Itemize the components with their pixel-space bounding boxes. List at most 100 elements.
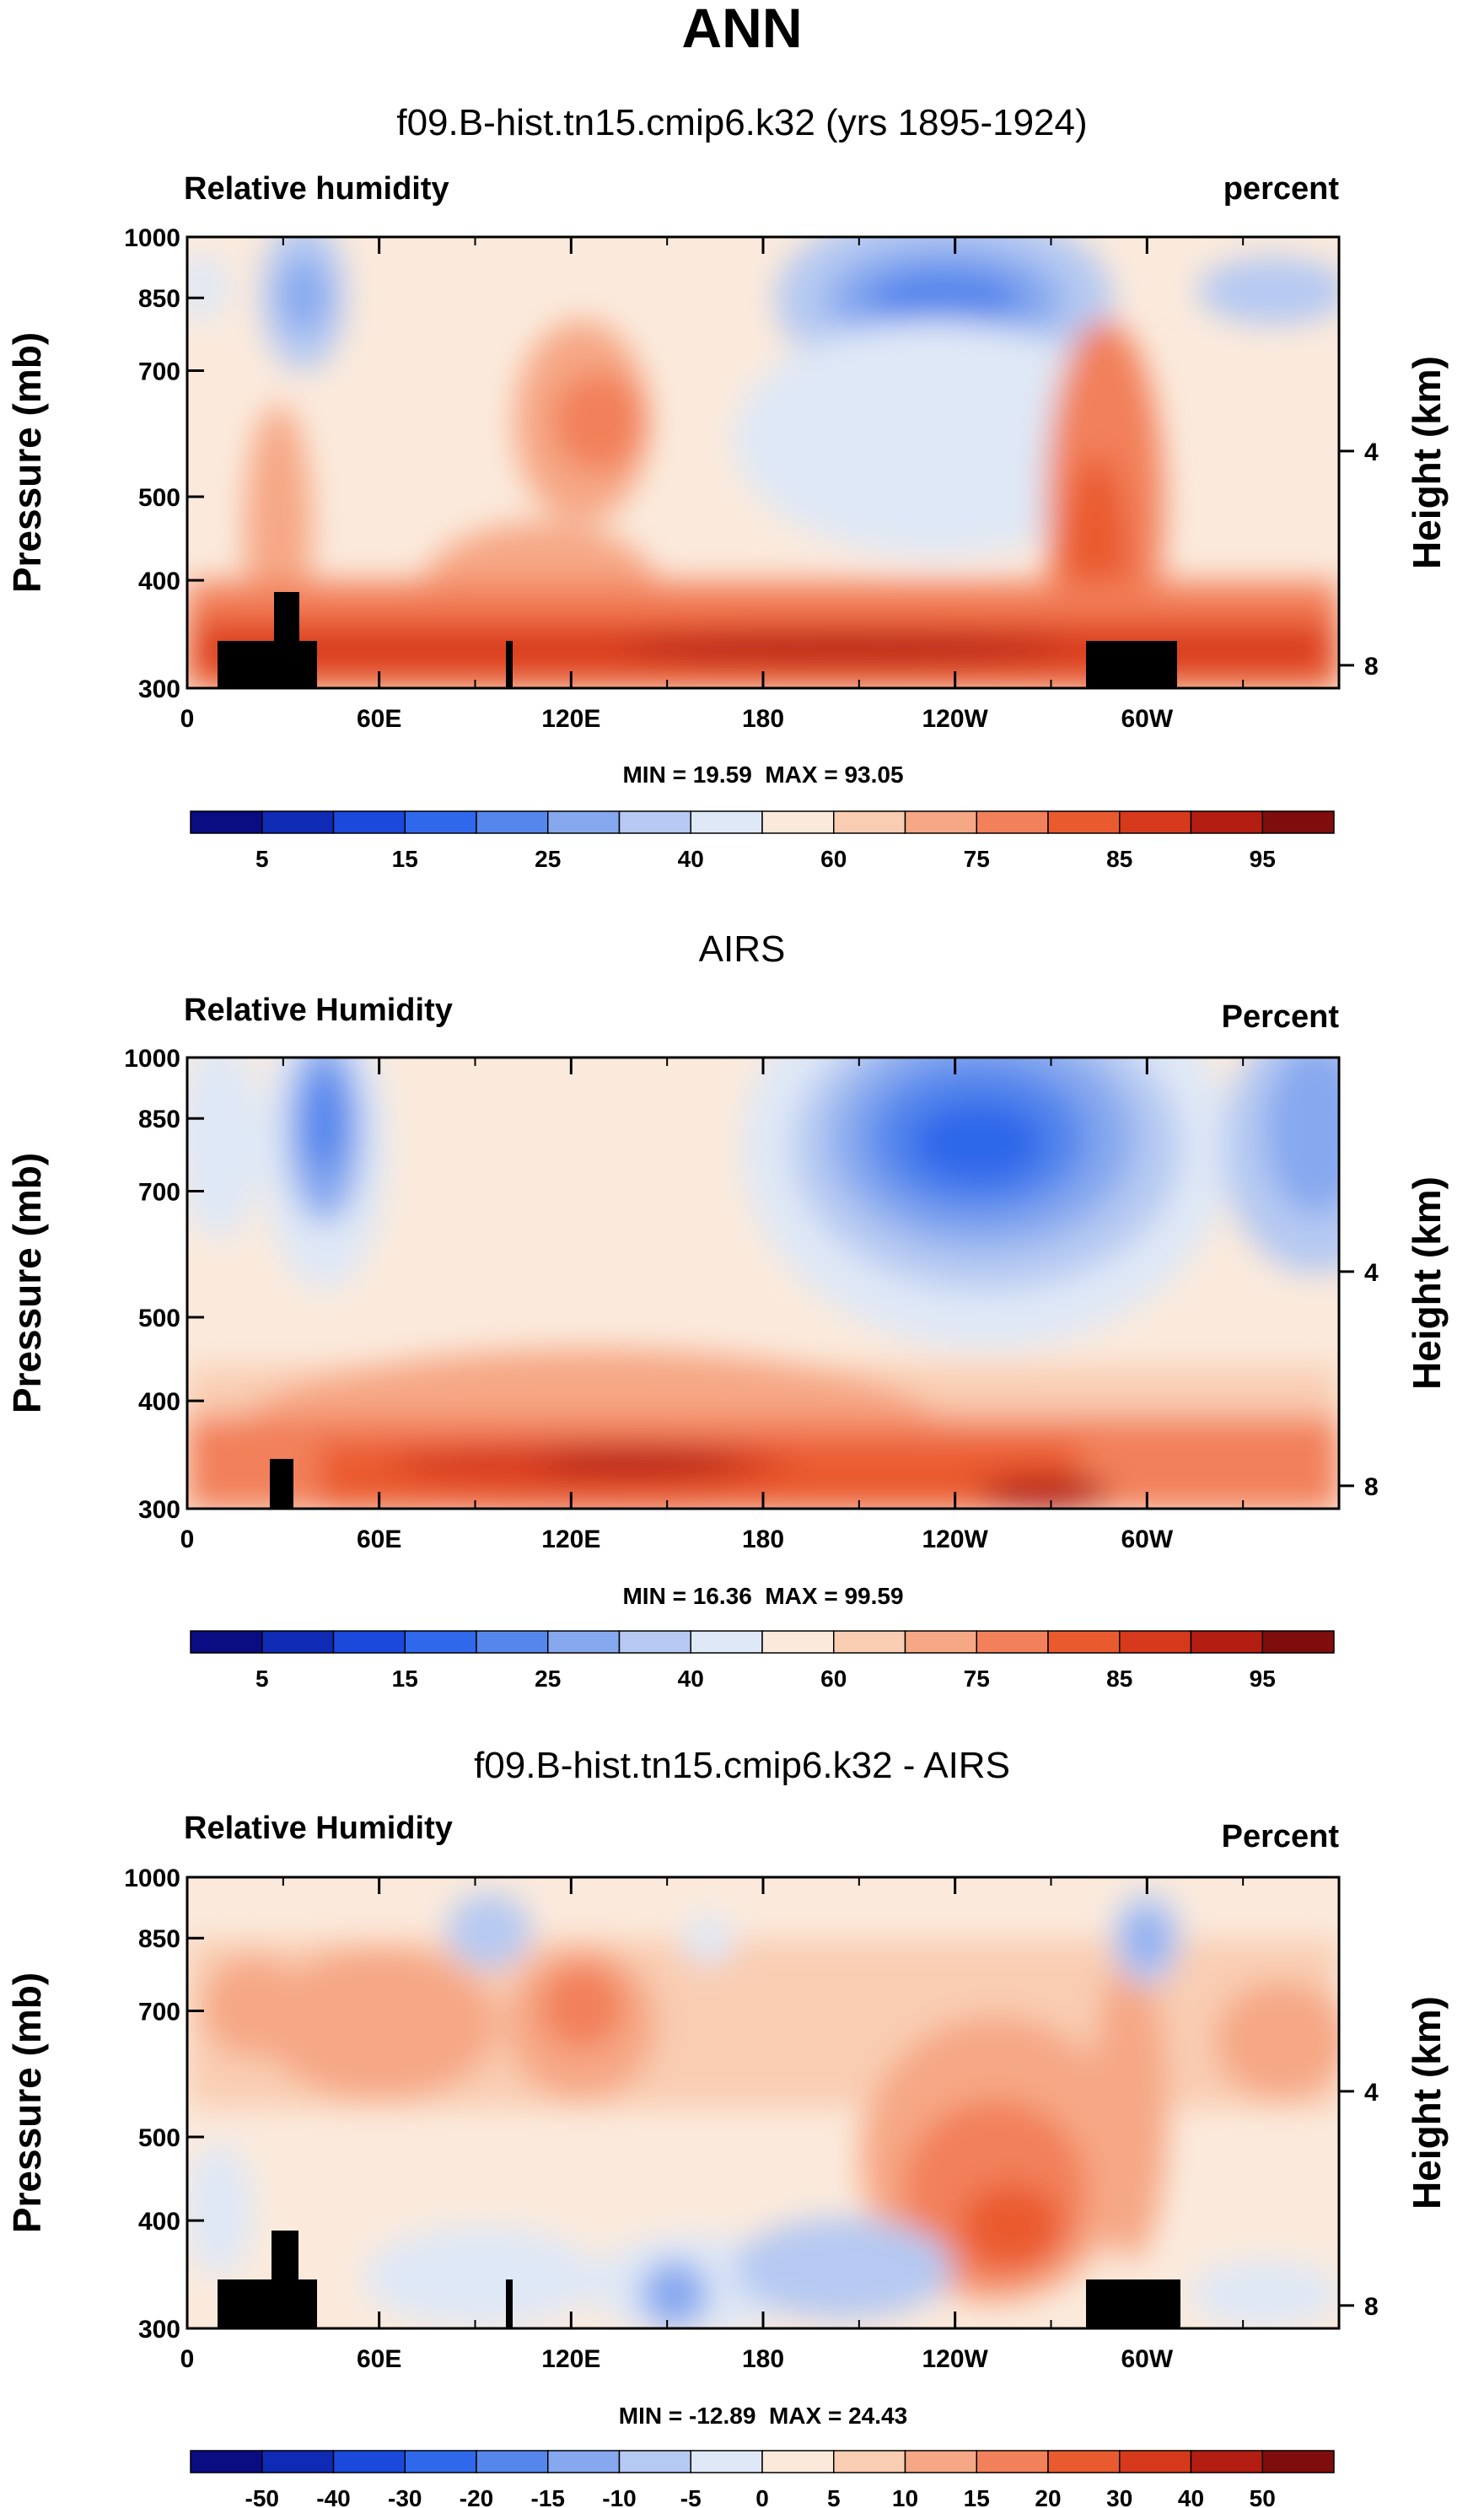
colorbar-label: 75 xyxy=(964,846,990,872)
colorbar-box xyxy=(1190,810,1263,834)
panel-1-stats: MIN = 19.59 MAX = 93.05 xyxy=(622,762,903,788)
colorbar-box xyxy=(332,2450,406,2473)
colorbar-label: -20 xyxy=(460,2485,493,2508)
colorbar-label: 50 xyxy=(1250,2485,1276,2508)
colorbar-box xyxy=(904,810,977,834)
colorbar-box xyxy=(690,810,763,834)
panel-2-colorbar: 5 15 25 40 60 75 85 95 xyxy=(190,1630,1335,1692)
y-tick-label: 700 xyxy=(138,358,180,385)
x-tick-label: 60W xyxy=(1121,705,1173,733)
y-tick-label: 400 xyxy=(138,2208,180,2236)
colorbar-label: 25 xyxy=(535,846,561,872)
y-tick-label: 850 xyxy=(138,1925,180,1953)
colorbar-label: 15 xyxy=(392,846,418,872)
colorbar-box xyxy=(261,1630,335,1654)
colorbar-box xyxy=(332,810,406,834)
panel-1-axes: 0 60E 120E 180 120W 60W 300 400 500 700 850 1000 8 4 P… xyxy=(5,224,1449,733)
panel-2-axes: 0 60E 120E 180 120W 60W 300 400 500 700 850 1000 8 4 P… xyxy=(5,1045,1449,1553)
colorbar-label: -40 xyxy=(316,2485,350,2508)
y-tick-label: 850 xyxy=(138,1106,180,1133)
colorbar-label: 60 xyxy=(820,846,847,872)
colorbar-label: 40 xyxy=(1178,2485,1204,2508)
panel-1-colorbar: 5 15 25 40 60 75 85 95 xyxy=(190,810,1335,872)
panel-2-stats-group: MIN = 16.36 MAX = 99.59 xyxy=(622,1583,903,1609)
panel-1-stats-group: MIN = 19.59 MAX = 93.05 xyxy=(622,762,903,788)
panel-2-stats: MIN = 16.36 MAX = 99.59 xyxy=(622,1583,903,1609)
colorbar-box xyxy=(833,1630,906,1654)
colorbar-box xyxy=(1047,810,1121,834)
panel-3-units-label: Percent xyxy=(1222,1819,1340,1854)
colorbar-box xyxy=(976,810,1049,834)
panel-3-plot-field xyxy=(187,1877,1339,2328)
colorbar-box xyxy=(190,2450,263,2473)
height-tick-label: 8 xyxy=(1364,2293,1379,2321)
colorbar-box xyxy=(833,810,906,834)
colorbar-box xyxy=(547,2450,621,2473)
panel-2-units-label: Percent xyxy=(1222,999,1340,1035)
colorbar-box xyxy=(1190,1630,1263,1654)
panel-3-stats: MIN = -12.89 MAX = 24.43 xyxy=(619,2403,907,2429)
colorbar-label: -10 xyxy=(602,2485,636,2508)
colorbar-box xyxy=(618,2450,691,2473)
y-tick-label: 700 xyxy=(138,1998,180,2026)
x-tick-label: 120W xyxy=(922,705,988,733)
panel-2-plot-field xyxy=(187,1058,1339,1509)
panel-3-variable-label: Relative Humidity xyxy=(184,1811,453,1846)
x-tick-label: 60E xyxy=(357,1526,401,1553)
y-tick-label: 400 xyxy=(138,568,180,595)
colorbar-box xyxy=(1261,2450,1335,2473)
x-tick-label: 180 xyxy=(742,705,784,733)
x-tick-label: 180 xyxy=(742,2345,784,2373)
colorbar-label: 40 xyxy=(678,846,704,872)
colorbar-box xyxy=(404,2450,477,2473)
panel-1-variable-label: Relative humidity xyxy=(184,171,449,207)
y-tick-label: 1000 xyxy=(124,224,180,252)
colorbar-box xyxy=(761,2450,835,2473)
colorbar-label: 5 xyxy=(255,1666,269,1692)
panel-1: f09.B-hist.tn15.cmip6.k32 (yrs 1895-1924… xyxy=(5,102,1449,872)
colorbar-box xyxy=(547,1630,621,1654)
colorbar-label: 25 xyxy=(535,1666,561,1692)
x-tick-label: 120E xyxy=(541,2345,600,2373)
panel-3-title: f09.B-hist.tn15.cmip6.k32 - AIRS xyxy=(474,1745,1010,1786)
figure-title: ANN xyxy=(682,0,803,59)
y-tick-label: 850 xyxy=(138,285,180,313)
colorbar-box xyxy=(476,2450,549,2473)
colorbar-box xyxy=(761,1630,835,1654)
y-tick-label: 300 xyxy=(138,1496,180,1524)
colorbar-label: 15 xyxy=(392,1666,418,1692)
x-tick-label: 0 xyxy=(180,2345,195,2373)
colorbar-label: 40 xyxy=(678,1666,704,1692)
topography-mask xyxy=(218,2279,317,2328)
colorbar-label: -5 xyxy=(680,2485,702,2508)
colorbar-label: 15 xyxy=(964,2485,990,2508)
colorbar-box xyxy=(761,810,835,834)
colorbar-label: 85 xyxy=(1106,846,1132,872)
y-tick-label: 500 xyxy=(138,484,180,512)
colorbar-label: -30 xyxy=(388,2485,422,2508)
colorbar-label: 5 xyxy=(827,2485,841,2508)
colorbar-box xyxy=(904,2450,977,2473)
height-tick-label: 4 xyxy=(1364,439,1379,466)
x-tick-label: 60W xyxy=(1121,1526,1173,1553)
x-tick-label: 120W xyxy=(922,2345,988,2373)
panel-3-colorbar: -50 -40 -30 -20 -15 -10 -5 0 5 10 15 20 30 40 50 xyxy=(190,2450,1335,2508)
colorbar-label: 30 xyxy=(1106,2485,1132,2508)
colorbar-box xyxy=(261,810,335,834)
x-tick-label: 120E xyxy=(541,705,600,733)
panel-3-stats-group: MIN = -12.89 MAX = 24.43 xyxy=(619,2403,907,2429)
colorbar-box xyxy=(1190,2450,1263,2473)
colorbar-box xyxy=(1119,1630,1192,1654)
topography-mask xyxy=(506,2279,513,2328)
colorbar-label: 95 xyxy=(1250,1666,1276,1692)
colorbar-box xyxy=(1047,1630,1121,1654)
colorbar-box xyxy=(404,810,477,834)
x-tick-label: 120E xyxy=(541,1526,600,1553)
panel-3-axes: 0 60E 120E 180 120W 60W 300 400 500 700 850 1000 8 4 P… xyxy=(5,1865,1449,2373)
x-tick-label: 180 xyxy=(742,1526,784,1553)
height-tick-label: 8 xyxy=(1364,653,1379,681)
y-tick-label: 500 xyxy=(138,1305,180,1332)
height-tick-label: 4 xyxy=(1364,1259,1379,1287)
y-tick-label: 1000 xyxy=(124,1865,180,1892)
colorbar-box xyxy=(976,1630,1049,1654)
